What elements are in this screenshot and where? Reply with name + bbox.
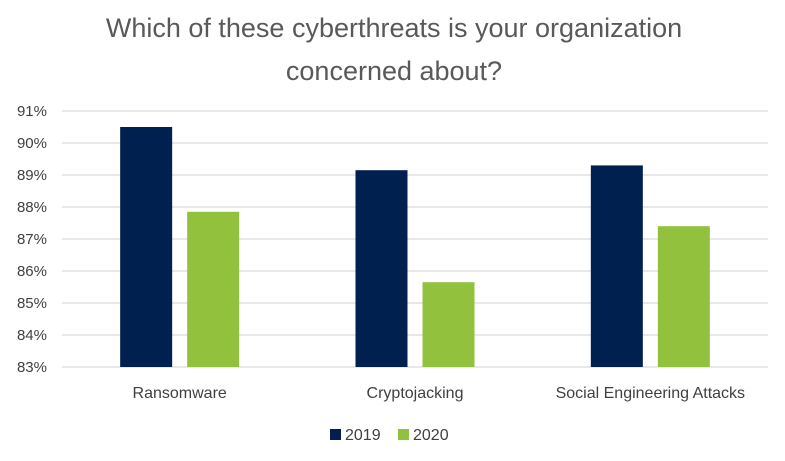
legend: 2019 2020 [330,427,449,444]
chart-title-line-1: Which of these cyberthreats is your orga… [106,13,682,43]
gridlines [62,110,768,368]
legend-label-2020: 2020 [413,427,449,444]
bar-2020 [422,282,475,367]
y-tick-label: 90% [17,135,47,152]
legend-swatch-2020 [398,429,409,440]
bar-2019 [590,165,643,367]
category-label: Cryptojacking [367,385,464,402]
legend-label-2019: 2019 [345,427,381,444]
y-tick-label: 88% [17,199,47,216]
y-tick-label: 87% [17,231,47,248]
y-tick-label: 86% [17,263,47,280]
bar-2020 [657,226,710,367]
bar-2019 [120,127,173,367]
y-tick-label: 89% [17,167,47,184]
bar-2019 [355,170,408,367]
bar-2020 [187,211,240,367]
x-axis-categories: Ransomware Cryptojacking Social Engineerin… [133,385,746,402]
bars [120,127,710,367]
legend-swatch-2019 [330,429,341,440]
y-tick-label: 83% [17,359,47,376]
y-tick-label: 85% [17,295,47,312]
chart-title-line-2: concerned about? [286,56,502,86]
y-tick-label: 91% [17,103,47,120]
category-label: Ransomware [133,385,227,402]
y-tick-label: 84% [17,327,47,344]
y-axis-ticks: 83% 84% 85% 86% 87% 88% 89% 90% 91% [17,103,47,376]
category-label: Social Engineering Attacks [556,385,745,402]
